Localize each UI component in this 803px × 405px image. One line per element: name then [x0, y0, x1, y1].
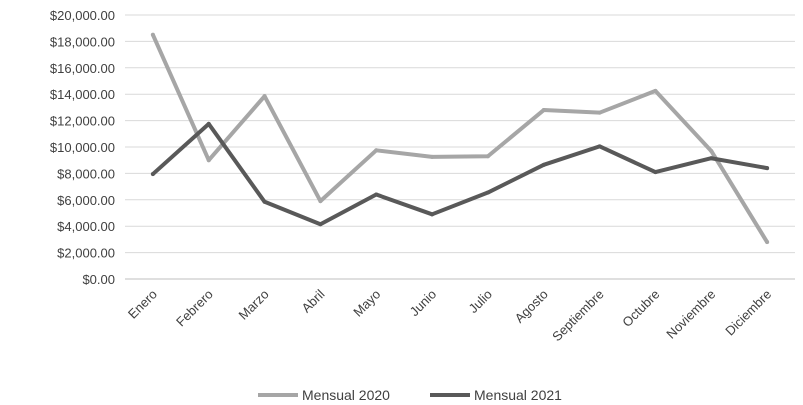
series-mensual-2021 [150, 121, 770, 227]
y-tick-label: $18,000.00 [50, 34, 115, 49]
series-line-mensual-2021 [150, 121, 770, 227]
data-point [318, 199, 323, 204]
data-point [374, 192, 379, 197]
x-tick-label: Enero [125, 287, 160, 322]
x-tick-label: Noviembre [663, 287, 718, 342]
y-tick-label: $14,000.00 [50, 87, 115, 102]
data-point [150, 32, 155, 37]
y-tick-label: $16,000.00 [50, 61, 115, 76]
x-tick-label: Febrero [173, 287, 216, 330]
data-point [374, 148, 379, 153]
data-point [206, 158, 211, 163]
x-tick-label: Mayo [350, 287, 383, 320]
y-tick-label: $20,000.00 [50, 8, 115, 23]
data-point [318, 222, 323, 227]
data-point [653, 170, 658, 175]
y-tick-label: $8,000.00 [57, 166, 115, 181]
legend: Mensual 2020 Mensual 2021 [258, 387, 562, 403]
x-tick-label: Octubre [619, 287, 662, 330]
y-tick-label: $10,000.00 [50, 140, 115, 155]
data-point [541, 162, 546, 167]
data-point [597, 110, 602, 115]
series-line-mensual-2020 [150, 32, 770, 245]
data-point [653, 88, 658, 93]
y-tick-label: $2,000.00 [57, 246, 115, 261]
x-tick-label: Agosto [512, 287, 551, 326]
legend-label-mensual-2020: Mensual 2020 [302, 387, 390, 403]
grid-lines [125, 14, 795, 280]
data-point [430, 154, 435, 159]
data-point [430, 212, 435, 217]
data-point [485, 190, 490, 195]
data-point [150, 172, 155, 177]
y-tick-label: $0.00 [82, 272, 115, 287]
data-point [541, 108, 546, 113]
x-tick-label: Abril [299, 286, 328, 315]
data-point [709, 148, 714, 153]
data-point [262, 94, 267, 99]
data-point [206, 121, 211, 126]
data-point [262, 199, 267, 204]
x-tick-label: Diciembre [722, 287, 774, 339]
x-tick-label: Junio [407, 287, 440, 320]
y-tick-label: $6,000.00 [57, 193, 115, 208]
series-mensual-2020 [150, 32, 770, 245]
x-tick-label: Julio [466, 287, 496, 317]
x-axis-tick-labels: Enero Febrero Marzo Abril Mayo Junio Julio Agos… [125, 286, 774, 344]
x-tick-label: Septiembre [549, 287, 607, 345]
data-point [765, 240, 770, 245]
y-tick-label: $4,000.00 [57, 219, 115, 234]
data-point [765, 166, 770, 171]
y-tick-label: $12,000.00 [50, 114, 115, 129]
legend-label-mensual-2021: Mensual 2021 [474, 387, 562, 403]
x-tick-label: Marzo [236, 287, 272, 323]
series-lines [150, 32, 770, 245]
data-point [597, 144, 602, 149]
y-axis-tick-labels: $0.00 $2,000.00 $4,000.00 $6,000.00 $8,000.0… [50, 8, 115, 287]
data-point [709, 156, 714, 161]
data-point [485, 154, 490, 159]
